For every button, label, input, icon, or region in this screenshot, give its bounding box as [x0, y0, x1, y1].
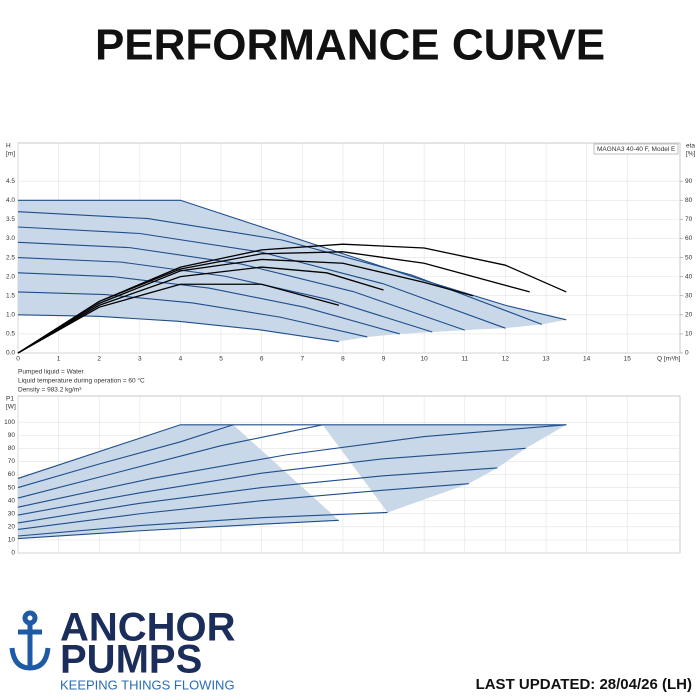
x-tick-label: 6	[260, 356, 264, 363]
curve	[17, 291, 368, 338]
curve	[17, 226, 506, 329]
y-tick-label: 1.5	[6, 292, 15, 299]
y-tick-label: 4.0	[6, 197, 15, 204]
last-updated: LAST UPDATED: 28/04/26 (LH)	[476, 676, 692, 693]
note: Density = 983.2 kg/m³	[18, 387, 82, 394]
x-tick-label: 7	[300, 356, 304, 363]
curve	[17, 257, 433, 333]
y2-tick-label: 60	[685, 235, 693, 242]
note: Pumped liquid = Water	[18, 369, 85, 376]
y-tick-label: 70	[8, 458, 16, 465]
y-axis-label: [m]	[6, 151, 15, 158]
y-tick-label: 80	[8, 445, 16, 452]
y-tick-label: 30	[8, 510, 16, 517]
efficiency-curve	[17, 258, 474, 354]
x-tick-label: 11	[461, 356, 468, 363]
y-tick-label: 0.5	[6, 331, 15, 338]
y2-tick-label: 70	[685, 216, 693, 223]
anchor-icon	[9, 610, 51, 671]
y2-axis-label: [%]	[686, 151, 696, 158]
efficiency-curve	[17, 251, 530, 354]
curve	[18, 199, 567, 321]
y-tick-label: 60	[8, 471, 16, 478]
y2-tick-label: 30	[685, 292, 693, 299]
y-tick-label: 0	[11, 550, 15, 557]
x-tick-label: 10	[421, 356, 429, 363]
curve	[17, 272, 400, 335]
x-tick-label: 9	[382, 356, 386, 363]
curve	[17, 314, 339, 343]
x-tick-label: 15	[624, 356, 632, 363]
x-tick-label: 1	[57, 356, 61, 363]
x-axis-label: Q [m³/h]	[657, 356, 681, 363]
y-tick-label: 40	[8, 497, 16, 504]
y-tick-label: 0.0	[6, 350, 15, 357]
curve	[17, 424, 323, 499]
efficiency-curve	[17, 266, 384, 354]
y-tick-label: 20	[8, 524, 16, 531]
x-tick-label: 4	[179, 356, 183, 363]
y-tick-label: 1.0	[6, 312, 15, 319]
y-axis-label: H	[6, 143, 11, 150]
logo-tagline: KEEPING THINGS FLOWING	[60, 677, 235, 692]
y2-tick-label: 50	[685, 254, 693, 261]
curve	[17, 424, 567, 479]
x-tick-label: 12	[502, 356, 510, 363]
page-title: PERFORMANCE CURVE	[95, 21, 605, 70]
y2-tick-label: 0	[685, 350, 689, 357]
y2-tick-label: 40	[685, 273, 693, 280]
curve	[17, 519, 339, 540]
model-label: MAGNA3 40-40 F, Model E	[597, 146, 676, 153]
curve	[17, 447, 526, 516]
y-tick-label: 3.5	[6, 216, 15, 223]
y-tick-label: 90	[8, 432, 16, 439]
y2-tick-label: 80	[685, 197, 693, 204]
envelope	[18, 424, 567, 539]
y-tick-label: 50	[8, 484, 16, 491]
x-tick-label: 13	[542, 356, 550, 363]
y-tick-label: 2.5	[6, 254, 15, 261]
efficiency-curve	[17, 283, 340, 354]
logo-line1: ANCHOR	[60, 606, 236, 650]
y-tick-label: 4.5	[6, 178, 15, 185]
curve	[17, 424, 234, 489]
note: Liquid temperature during operation = 60…	[18, 377, 145, 385]
x-tick-label: 8	[341, 356, 345, 363]
y-tick-label: 100	[4, 419, 15, 426]
x-tick-label: 2	[97, 356, 101, 363]
y2-tick-label: 20	[685, 312, 693, 319]
curve	[17, 483, 469, 530]
curve	[17, 241, 465, 331]
y2-tick-label: 90	[685, 178, 693, 185]
curve	[17, 511, 388, 537]
curve	[17, 424, 567, 508]
y-tick-label: 10	[8, 537, 16, 544]
x-tick-label: 3	[138, 356, 142, 363]
curve	[17, 467, 498, 524]
y-axis-label: P1	[6, 396, 14, 403]
y-tick-label: 3.0	[6, 235, 15, 242]
x-tick-label: 5	[219, 356, 223, 363]
logo-line2: PUMPS	[60, 638, 202, 682]
y2-tick-label: 10	[685, 331, 693, 338]
x-tick-label: 14	[583, 356, 591, 363]
model-box	[593, 143, 679, 155]
y-tick-label: 2.0	[6, 273, 15, 280]
x-tick-label: 0	[16, 356, 20, 363]
y2-axis-label: eta	[686, 143, 695, 150]
y-axis-label: [W]	[6, 404, 16, 411]
